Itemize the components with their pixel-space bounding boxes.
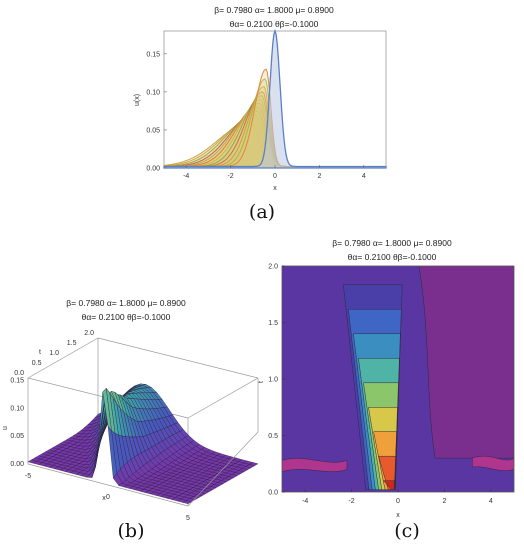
panel-c-title-line2: θα= 0.2100 θβ=-0.1000 (348, 252, 437, 262)
panel-a-xtick-label: -2 (227, 173, 233, 180)
panel-a-ticks: -4 -2 0 2 4 0.00 0.05 0.10 0.15 (146, 51, 365, 180)
panel-b-ztick-label: 0.15 (10, 378, 24, 385)
panel-b-surface (27, 383, 259, 504)
panel-a-series-line (163, 28, 387, 169)
panel-c-xlabel: x (396, 512, 400, 519)
panel-b-ytick-label: 2.0 (84, 330, 94, 337)
panel-b-box-edge (27, 463, 189, 507)
panel-c-xtick-label: -4 (302, 498, 308, 505)
panel-c-title-line1: β= 0.7980 α= 1.8000 μ= 0.8900 (332, 238, 452, 248)
panel-b-ticks: -5 0 5 0.0 0.5 1.0 1.5 2.0 0.00 0.05 0.10 0.15 (10, 330, 190, 522)
panel-b-xtick-label: 0 (106, 494, 110, 501)
panel-b-ytick-label: 1.0 (49, 350, 59, 357)
panel-c-caption: (c) (394, 520, 419, 542)
panel-b-zlabel: u (2, 426, 9, 430)
panel-a-ytick-label: 0.10 (146, 89, 160, 96)
panel-b-ztick-label: 0.00 (10, 461, 24, 468)
panel-a-ytick-label: 0.15 (146, 51, 160, 58)
panel-b-ytick-label: 0.5 (32, 360, 42, 367)
panel-b-box-edge (27, 337, 99, 379)
panel-b-box-front (27, 431, 259, 507)
panel-b-xlabel: x (102, 495, 106, 502)
panel-c-ticks: -4 -2 0 2 4 0.0 0.5 1.0 1.5 2.0 (268, 264, 493, 506)
panel-c-contour-band (282, 458, 348, 472)
panel-c-xtick-label: 0 (396, 498, 400, 505)
panel-c-xtick-label: 2 (442, 498, 446, 505)
panel-a-title-line1: β= 0.7980 α= 1.8000 μ= 0.8900 (214, 5, 334, 15)
panel-a-xlabel: x (273, 185, 277, 192)
panel-a-xtick-label: 2 (317, 173, 321, 180)
panel-c-plot-area (282, 266, 514, 492)
panel-b-ztick-label: 0.10 (10, 405, 24, 412)
panel-c-xtick-label: 4 (489, 498, 493, 505)
panel-b-xtick-label: 5 (186, 515, 190, 522)
panel-b-xtick-label: -5 (25, 473, 31, 480)
panel-b: β= 0.7980 α= 1.8000 μ= 0.8900 θα= 0.2100… (2, 298, 259, 542)
panel-a-title-line2: θα= 0.2100 θβ=-0.1000 (230, 19, 319, 29)
panel-a-series-group (163, 28, 387, 169)
panel-a-caption: (a) (249, 201, 275, 223)
panel-c-ytick-label: 0.0 (268, 490, 278, 497)
panel-c-ytick-label: 1.5 (268, 320, 278, 327)
panel-a: β= 0.7980 α= 1.8000 μ= 0.8900 θα= 0.2100… (134, 5, 387, 223)
panel-c: β= 0.7980 α= 1.8000 μ= 0.8900 θα= 0.2100… (258, 238, 515, 542)
panel-c-xtick-label: -2 (348, 498, 354, 505)
panel-b-box-edge (187, 377, 259, 419)
panel-b-title-line2: θα= 0.2100 θβ=-0.1000 (82, 312, 171, 322)
panel-b-title-line1: β= 0.7980 α= 1.8000 μ= 0.8900 (66, 298, 186, 308)
panel-b-ylabel: t (39, 349, 41, 356)
panel-b-ytick-label: 1.5 (67, 340, 77, 347)
panel-a-xtick-label: 0 (273, 173, 277, 180)
panel-c-contour-band (383, 480, 395, 490)
panel-c-ylabel: t (258, 381, 265, 383)
panel-a-ylabel: u(x) (134, 94, 141, 106)
panel-a-xtick-label: -4 (183, 173, 189, 180)
panel-a-ytick-label: 0.05 (146, 127, 160, 134)
panel-b-ytick-label: 0.0 (14, 370, 24, 377)
panel-c-ytick-label: 0.5 (268, 433, 278, 440)
panel-a-ytick-label: 0.00 (146, 166, 160, 173)
panel-b-box-edge (97, 337, 259, 379)
panel-b-caption: (b) (118, 520, 145, 542)
panel-c-ytick-label: 1.0 (268, 377, 278, 384)
panel-b-box-edge (187, 431, 259, 507)
panel-a-xtick-label: 4 (362, 173, 366, 180)
panel-c-contour-band (471, 455, 514, 471)
panel-c-contour-levels (282, 266, 514, 490)
panel-c-contour-band (418, 266, 514, 459)
panel-c-ytick-label: 2.0 (268, 264, 278, 271)
panel-b-ztick-label: 0.05 (10, 433, 24, 440)
